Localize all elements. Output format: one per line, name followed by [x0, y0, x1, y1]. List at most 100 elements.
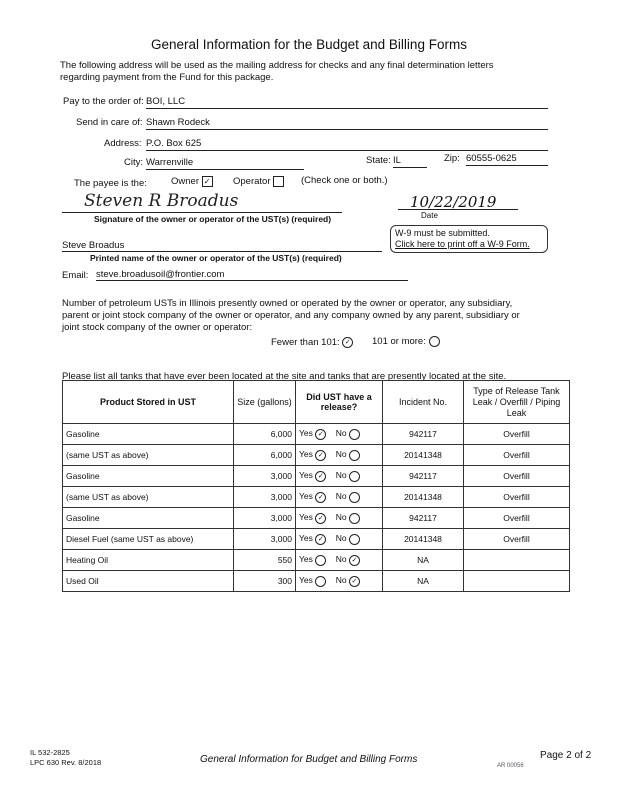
- care-value[interactable]: Shawn Rodeck: [146, 117, 210, 128]
- checked-radio-icon: ✓: [315, 449, 327, 461]
- product-cell[interactable]: (same UST as above): [62, 444, 234, 466]
- no-radio[interactable]: No: [336, 449, 360, 461]
- no-radio[interactable]: No: [336, 512, 360, 524]
- no-radio[interactable]: No: [336, 491, 360, 503]
- w9-notice: W-9 must be submitted. Click here to pri…: [390, 225, 548, 253]
- table-row: Used Oil 300 Yes No ✓ NA: [62, 570, 570, 592]
- release-cell: Yes No ✓: [295, 549, 383, 571]
- product-cell[interactable]: Diesel Fuel (same UST as above): [62, 528, 234, 550]
- product-cell[interactable]: Gasoline: [62, 507, 234, 529]
- yes-label: Yes: [299, 554, 313, 565]
- w9-text: W-9 must be submitted.: [395, 228, 490, 238]
- more-radio[interactable]: 101 or more:: [372, 336, 440, 347]
- city-value[interactable]: Warrenville: [146, 157, 194, 168]
- type-cell[interactable]: Overfill: [463, 465, 570, 487]
- count-text-3: joint stock company of the owner or oper…: [62, 322, 253, 333]
- size-cell[interactable]: 3,000: [233, 528, 296, 550]
- empty-box-icon: [273, 176, 285, 187]
- count-text-1: Number of petroleum USTs in Illinois pre…: [62, 298, 513, 309]
- size-cell[interactable]: 550: [233, 549, 296, 571]
- incident-cell[interactable]: 942117: [382, 423, 464, 445]
- type-cell[interactable]: [463, 570, 570, 592]
- owner-checkbox[interactable]: Owner ✓: [171, 176, 213, 187]
- pay-label: Pay to the order of:: [63, 96, 144, 107]
- yes-radio[interactable]: Yes ✓: [299, 470, 327, 482]
- table-row: Diesel Fuel (same UST as above) 3,000 Ye…: [62, 528, 570, 550]
- no-radio[interactable]: No: [335, 428, 360, 440]
- size-cell[interactable]: 6,000: [233, 423, 296, 445]
- product-cell[interactable]: Used Oil: [62, 570, 234, 592]
- zip-label: Zip:: [444, 153, 460, 164]
- size-cell[interactable]: 3,000: [233, 507, 296, 529]
- product-cell[interactable]: (same UST as above): [62, 486, 234, 508]
- incident-cell[interactable]: 942117: [382, 507, 464, 529]
- w9-link[interactable]: Click here to print off a W-9 Form.: [395, 239, 530, 249]
- release-cell: Yes ✓ No: [295, 465, 383, 487]
- yes-radio[interactable]: Yes ✓: [299, 512, 327, 524]
- incident-cell[interactable]: 942117: [382, 465, 464, 487]
- yes-radio[interactable]: Yes ✓: [299, 428, 327, 440]
- no-radio[interactable]: No ✓: [335, 575, 360, 587]
- table-row: (same UST as above) 3,000 Yes ✓ No 20141…: [62, 486, 570, 508]
- no-label: No: [335, 575, 347, 586]
- size-cell[interactable]: 6,000: [233, 444, 296, 466]
- type-cell[interactable]: Overfill: [463, 486, 570, 508]
- yes-radio[interactable]: Yes ✓: [299, 491, 327, 503]
- empty-radio-icon: [348, 428, 360, 440]
- product-cell[interactable]: Gasoline: [62, 423, 234, 445]
- size-cell[interactable]: 300: [233, 570, 296, 592]
- release-cell: Yes No ✓: [295, 570, 383, 592]
- zip-value[interactable]: 60555-0625: [466, 153, 517, 164]
- operator-label: Operator: [233, 176, 271, 188]
- incident-cell[interactable]: NA: [382, 549, 464, 571]
- no-label: No: [335, 533, 347, 544]
- size-cell[interactable]: 3,000: [233, 465, 296, 487]
- type-cell[interactable]: Overfill: [463, 423, 570, 445]
- yes-radio[interactable]: Yes ✓: [299, 449, 327, 461]
- product-cell[interactable]: Heating Oil: [62, 549, 234, 571]
- state-value[interactable]: IL: [393, 155, 401, 166]
- checked-radio-icon: ✓: [315, 428, 327, 440]
- product-cell[interactable]: Gasoline: [62, 465, 234, 487]
- empty-radio-icon: [348, 491, 360, 503]
- email-value[interactable]: steve.broadusoil@frontier.com: [96, 269, 225, 280]
- yes-radio[interactable]: Yes: [299, 575, 327, 587]
- release-cell: Yes ✓ No: [295, 528, 383, 550]
- tanks-table: Product Stored in UST Size (gallons) Did…: [62, 380, 570, 592]
- empty-radio-icon: [348, 512, 360, 524]
- operator-checkbox[interactable]: Operator: [233, 176, 285, 188]
- table-row: (same UST as above) 6,000 Yes ✓ No 20141…: [62, 444, 570, 466]
- no-radio[interactable]: No: [336, 470, 360, 482]
- check-icon: ✓: [201, 176, 213, 187]
- no-radio[interactable]: No ✓: [336, 554, 360, 566]
- printed-name-value[interactable]: Steve Broadus: [62, 240, 125, 251]
- form-revision: LPC 630 Rev. 8/2018: [30, 758, 102, 767]
- count-text-2: parent or joint stock company of the own…: [62, 310, 520, 321]
- fewer-radio[interactable]: Fewer than 101: ✓: [271, 337, 354, 348]
- release-cell: Yes ✓ No: [295, 507, 383, 529]
- type-cell[interactable]: Overfill: [463, 444, 570, 466]
- no-label: No: [335, 428, 347, 439]
- header-incident: Incident No.: [382, 380, 464, 424]
- table-row: Gasoline 3,000 Yes ✓ No 942117 Overfill: [62, 465, 570, 487]
- incident-cell[interactable]: 20141348: [382, 528, 464, 550]
- state-label: State:: [366, 155, 391, 166]
- incident-cell[interactable]: 20141348: [382, 444, 464, 466]
- type-cell[interactable]: Overfill: [463, 528, 570, 550]
- email-label: Email:: [62, 270, 89, 281]
- yes-radio[interactable]: Yes ✓: [299, 533, 327, 545]
- incident-cell[interactable]: NA: [382, 570, 464, 592]
- size-cell[interactable]: 3,000: [233, 486, 296, 508]
- incident-cell[interactable]: 20141348: [382, 486, 464, 508]
- empty-radio-icon: [315, 554, 327, 566]
- address-value[interactable]: P.O. Box 625: [146, 138, 202, 149]
- yes-label: Yes: [299, 470, 313, 481]
- footer-title: General Information for Budget and Billi…: [200, 754, 418, 765]
- release-cell: Yes ✓ No: [295, 444, 383, 466]
- type-cell[interactable]: Overfill: [463, 507, 570, 529]
- yes-radio[interactable]: Yes: [299, 554, 327, 566]
- type-cell[interactable]: [463, 549, 570, 571]
- no-radio[interactable]: No: [335, 533, 360, 545]
- checked-radio-icon: ✓: [315, 470, 327, 482]
- pay-value[interactable]: BOI, LLC: [146, 96, 186, 107]
